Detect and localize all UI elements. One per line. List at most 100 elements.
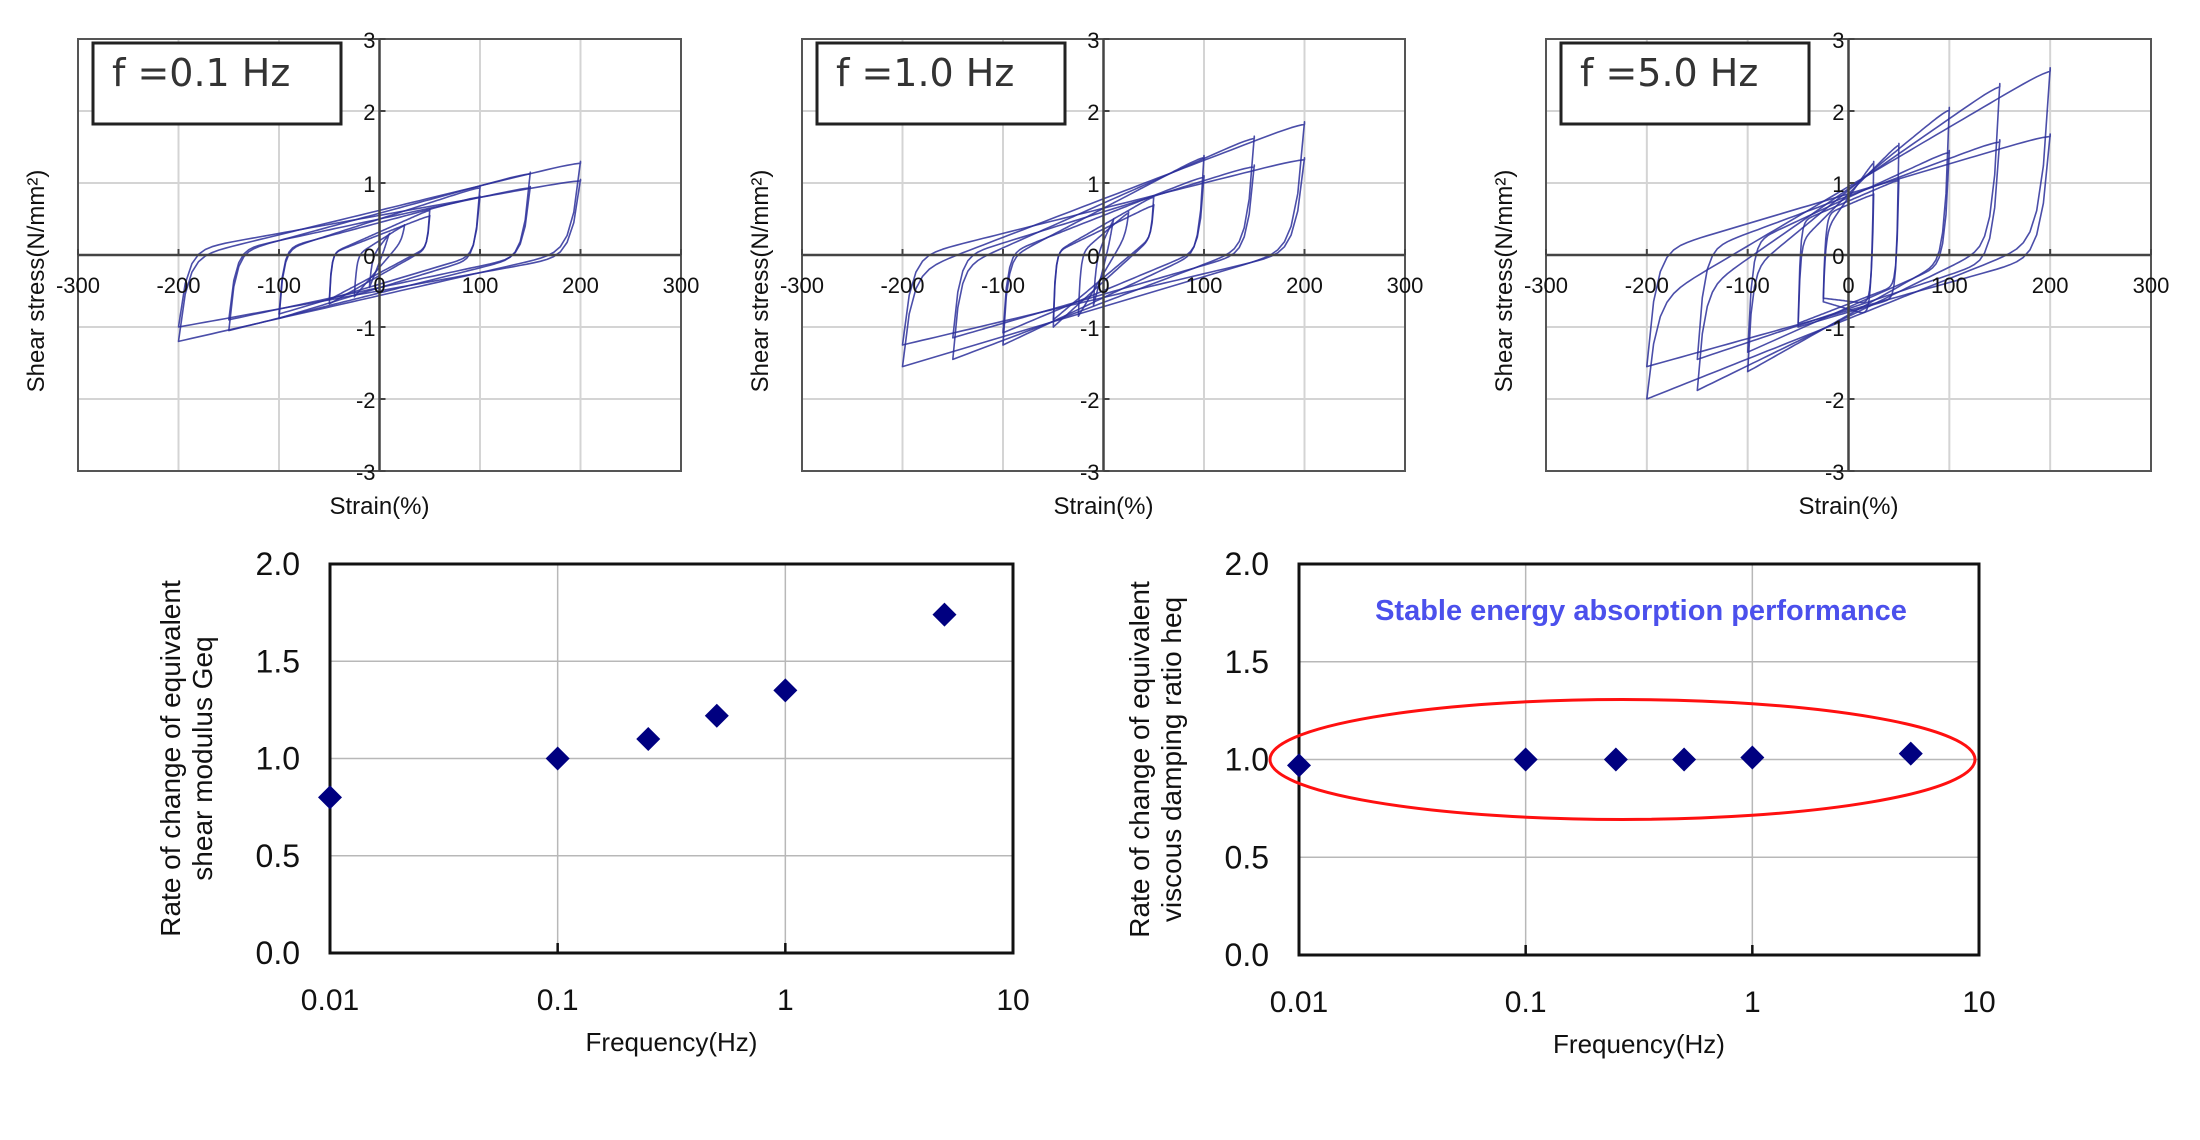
x-tick-label: 0.1 bbox=[537, 984, 579, 1017]
y-tick-labels: 2.0 1.5 1.0 0.5 0.0 bbox=[256, 546, 300, 971]
frequency-label-box bbox=[91, 41, 343, 126]
highlight-ellipse bbox=[1268, 698, 1977, 821]
frequency-label: f =0.1 Hz bbox=[112, 51, 290, 95]
x-tick-label: -300 bbox=[56, 273, 100, 298]
x-tick-label: 300 bbox=[1387, 273, 1424, 298]
hysteresis-loop-amplitude-200 bbox=[1646, 133, 2051, 368]
hysteresis-loops bbox=[1646, 67, 2051, 400]
heq-scatter-chart: 0.01 0.1 1 10 2.0 1.5 1.0 0.5 0.0 Freque… bbox=[1124, 546, 1996, 1059]
x-tick-label: 200 bbox=[562, 273, 599, 298]
hysteresis-loop-amplitude-50 bbox=[328, 214, 431, 301]
x-tick-label: 10 bbox=[1962, 986, 1995, 1019]
x-axis-label: Strain(%) bbox=[1798, 493, 1898, 520]
y-axis-label-line-1: Rate of change of equivalent bbox=[1124, 581, 1155, 938]
hysteresis-loop-amplitude-100 bbox=[1746, 106, 1951, 373]
hysteresis-loop-amplitude-50 bbox=[1052, 195, 1155, 328]
hysteresis-loop-amplitude-50 bbox=[1797, 178, 1900, 325]
y-tick-labels: 3 2 1 0 -1 -2 -3 bbox=[1080, 28, 1100, 485]
y-tick-label: 3 bbox=[1087, 28, 1099, 53]
data-point-diamond bbox=[1603, 747, 1628, 772]
data-point-diamond bbox=[636, 727, 661, 752]
y-tick-label: -1 bbox=[1825, 316, 1845, 341]
hysteresis-loop-amplitude-100 bbox=[278, 185, 481, 320]
x-tick-label: 300 bbox=[2133, 273, 2170, 298]
hysteresis-chart-1-0hz: -300 -200 -100 0 100 200 300 3 2 1 0 -1 … bbox=[747, 28, 1423, 520]
y-axis-label-line-2: shear modulus Geq bbox=[187, 636, 218, 880]
hysteresis-loop-amplitude-10 bbox=[368, 232, 391, 289]
x-tick-label: -300 bbox=[780, 273, 824, 298]
x-tick-label: -100 bbox=[981, 273, 1025, 298]
data-point-diamond bbox=[773, 678, 798, 703]
y-tick-label: 2 bbox=[1832, 100, 1844, 125]
x-tick-label: -200 bbox=[156, 273, 200, 298]
geq-scatter-chart: 0.01 0.1 1 10 2.0 1.5 1.0 0.5 0.0 Freque… bbox=[155, 546, 1030, 1057]
y-tick-label: 1 bbox=[363, 172, 375, 197]
x-tick-label: -200 bbox=[880, 273, 924, 298]
y-tick-label: 1 bbox=[1832, 172, 1844, 197]
x-axis-label: Strain(%) bbox=[329, 493, 429, 520]
hysteresis-loop-amplitude-50 bbox=[1052, 203, 1155, 321]
data-point-diamond bbox=[1740, 745, 1765, 770]
hysteresis-loops bbox=[177, 160, 582, 343]
grid-lines bbox=[330, 564, 1013, 953]
x-tick-label: 0 bbox=[1842, 273, 1854, 298]
y-tick-label: 0.0 bbox=[256, 935, 300, 971]
x-tick-label: 0 bbox=[373, 273, 385, 298]
x-tick-label: 0.01 bbox=[301, 984, 359, 1017]
y-axis-label-line-2: viscous damping ratio heq bbox=[1156, 597, 1187, 922]
x-tick-label: 1 bbox=[777, 984, 794, 1017]
data-points bbox=[318, 602, 957, 810]
hysteresis-loop-amplitude-25 bbox=[353, 224, 406, 298]
y-tick-label: 1.5 bbox=[1225, 644, 1269, 680]
x-tick-label: 10 bbox=[996, 984, 1029, 1017]
hysteresis-loop-amplitude-25 bbox=[1822, 193, 1875, 304]
axes bbox=[77, 38, 682, 472]
hysteresis-loop-amplitude-200 bbox=[177, 178, 582, 328]
x-tick-labels: -300 -200 -100 0 100 200 300 bbox=[1524, 273, 2169, 298]
x-axis-label: Frequency(Hz) bbox=[1553, 1029, 1725, 1059]
y-tick-label: 1.0 bbox=[1225, 742, 1269, 778]
hysteresis-chart-0-1hz: -300 -200 -100 0 100 200 300 3 2 1 0 -1 … bbox=[23, 28, 699, 520]
x-tick-label: 100 bbox=[462, 273, 499, 298]
x-tick-label: 0.01 bbox=[1270, 986, 1328, 1019]
x-tick-label: 0.1 bbox=[1505, 986, 1547, 1019]
hysteresis-loop-amplitude-150 bbox=[228, 171, 532, 332]
y-tick-label: 1.0 bbox=[256, 741, 300, 777]
x-tick-label: 1 bbox=[1744, 986, 1761, 1019]
y-tick-label: 2.0 bbox=[1225, 546, 1269, 582]
y-tick-labels: 3 2 1 0 -1 -2 -3 bbox=[1825, 28, 1845, 485]
y-tick-label: 3 bbox=[1832, 28, 1844, 53]
y-axis-label: Shear stress(N/mm²) bbox=[1491, 170, 1518, 393]
hysteresis-loop-amplitude-50 bbox=[328, 208, 431, 305]
x-tick-labels: -300 -200 -100 0 100 200 300 bbox=[780, 273, 1423, 298]
y-axis-label: Shear stress(N/mm²) bbox=[23, 170, 50, 393]
data-point-diamond bbox=[318, 785, 342, 810]
y-tick-label: 0.0 bbox=[1225, 937, 1269, 973]
y-tick-label: -3 bbox=[356, 460, 376, 485]
y-tick-label: 3 bbox=[363, 28, 375, 53]
data-point-diamond bbox=[545, 746, 570, 771]
y-tick-label: 0 bbox=[363, 244, 375, 269]
axes bbox=[1545, 38, 2152, 472]
y-tick-label: -3 bbox=[1080, 460, 1100, 485]
hysteresis-loop-amplitude-150 bbox=[1696, 82, 2001, 392]
data-point-diamond bbox=[932, 602, 957, 627]
x-axis-label: Strain(%) bbox=[1053, 493, 1153, 520]
x-tick-label: 100 bbox=[1186, 273, 1223, 298]
x-tick-labels: 0.01 0.1 1 10 bbox=[301, 984, 1030, 1017]
data-point-diamond bbox=[1898, 741, 1923, 766]
y-axis-label: Shear stress(N/mm²) bbox=[747, 170, 774, 393]
data-point-diamond bbox=[1513, 747, 1538, 772]
y-tick-label: 2.0 bbox=[256, 546, 300, 582]
y-tick-label: 2 bbox=[363, 100, 375, 125]
hysteresis-loop-amplitude-200 bbox=[1646, 67, 2051, 400]
y-tick-label: 0 bbox=[1832, 244, 1844, 269]
hysteresis-loop-amplitude-50 bbox=[1797, 142, 1900, 328]
y-tick-labels: 2.0 1.5 1.0 0.5 0.0 bbox=[1225, 546, 1269, 973]
x-tick-label: 200 bbox=[2032, 273, 2069, 298]
y-tick-label: -1 bbox=[356, 316, 376, 341]
data-point-diamond bbox=[1672, 747, 1697, 772]
y-tick-label: -2 bbox=[1825, 388, 1845, 413]
y-tick-label: -1 bbox=[1080, 316, 1100, 341]
